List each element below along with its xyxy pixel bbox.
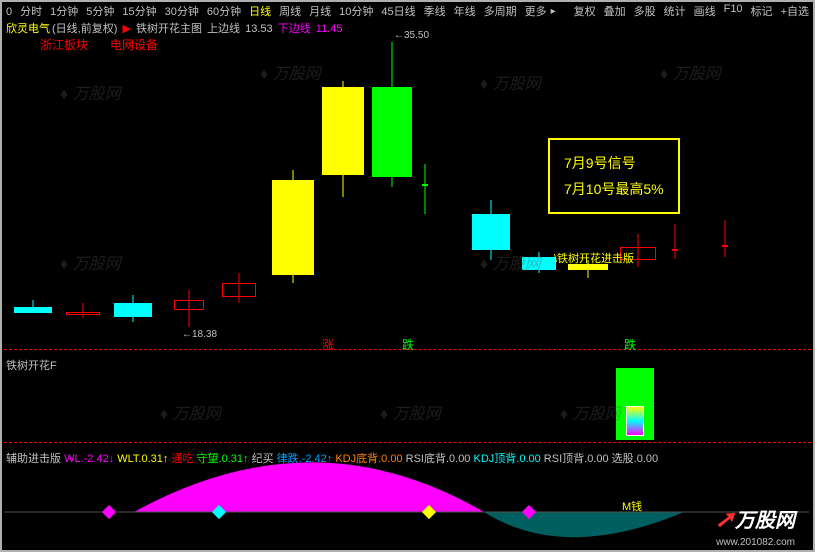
timeframe-月线[interactable]: 月线 <box>305 6 335 18</box>
signal-bar-icon <box>626 406 644 436</box>
timeframe-周线[interactable]: 周线 <box>275 6 305 18</box>
candle <box>472 34 510 350</box>
toolbar-btn-+自选[interactable]: +自选 <box>777 3 813 19</box>
timeframe-分时[interactable]: 分时 <box>16 6 46 18</box>
marker-zhang: 涨 <box>322 336 334 353</box>
toolbar-btn-多股[interactable]: 多股 <box>630 3 660 19</box>
annotation-box: 7月9号信号 7月10号最高5% <box>548 138 680 214</box>
more-arrow-icon: ▸ <box>551 6 556 17</box>
timeframe-更多[interactable]: 更多 <box>521 6 551 18</box>
candle <box>14 34 52 350</box>
timeframe-45日线[interactable]: 45日线 <box>377 6 419 18</box>
annotation-line-2: 7月10号最高5% <box>564 176 664 202</box>
oscillator-svg <box>4 448 809 544</box>
timeframe-10分钟[interactable]: 10分钟 <box>335 6 377 18</box>
timeframe-0[interactable]: 0 <box>2 6 16 18</box>
logo-text: 万股网 <box>735 510 795 532</box>
timeframe-季线[interactable]: 季线 <box>420 6 450 18</box>
m-label: M钱 <box>622 498 642 514</box>
candle <box>66 34 100 350</box>
marker-die2: 跌 <box>624 336 636 353</box>
timeframe-toolbar: 0分时1分钟5分钟15分钟30分钟60分钟日线周线月线10分钟45日线季线年线多… <box>2 2 813 20</box>
timeframe-5分钟[interactable]: 5分钟 <box>82 6 118 18</box>
annotation-pointer: \铁树开花进击版 <box>554 250 634 266</box>
toolbar-btn-复权[interactable]: 复权 <box>570 3 600 19</box>
toolbar-btn-标记[interactable]: 标记 <box>747 3 777 19</box>
sub-indicator-1[interactable]: 铁树开花F <box>4 355 811 443</box>
annotation-line-1: 7月9号信号 <box>564 150 664 176</box>
candle <box>272 34 314 350</box>
marker-die: 跌 <box>402 336 414 353</box>
high-price-label: ←35.50 <box>394 30 429 41</box>
timeframe-60分钟[interactable]: 60分钟 <box>203 6 245 18</box>
watermark-url: www.201082.com <box>716 537 795 548</box>
logo-arrow-icon: ➚ <box>715 506 735 533</box>
toolbar-btn-F10[interactable]: F10 <box>720 3 747 19</box>
timeframe-15分钟[interactable]: 15分钟 <box>118 6 160 18</box>
sub-indicator-2[interactable]: 辅助进击版 WL.-2.42↓ WLT.0.31↑ 通吃 守望.0.31↑ 纪买… <box>4 448 811 544</box>
toolbar-btn-叠加[interactable]: 叠加 <box>600 3 630 19</box>
candle <box>422 34 428 350</box>
toolbar-right: 复权叠加多股统计画线F10标记+自选 <box>570 3 813 19</box>
timeframe-年线[interactable]: 年线 <box>450 6 480 18</box>
candle <box>174 34 204 350</box>
watermark-logo: ➚万股网 <box>715 504 795 534</box>
candle <box>322 34 364 350</box>
sub1-label: 铁树开花F <box>6 357 57 373</box>
low-price-label: ←18.38 <box>182 329 217 340</box>
timeframe-1分钟[interactable]: 1分钟 <box>46 6 82 18</box>
candle <box>222 34 256 350</box>
toolbar-btn-画线[interactable]: 画线 <box>690 3 720 19</box>
candle <box>372 34 412 350</box>
toolbar-btn-统计[interactable]: 统计 <box>660 3 690 19</box>
main-candlestick-chart[interactable]: ←35.50←18.38涨跌跌 <box>4 34 811 350</box>
timeframe-日线[interactable]: 日线 <box>245 6 275 18</box>
candle <box>722 34 728 350</box>
candle <box>114 34 152 350</box>
timeframe-30分钟[interactable]: 30分钟 <box>161 6 203 18</box>
timeframe-多周期[interactable]: 多周期 <box>480 6 521 18</box>
